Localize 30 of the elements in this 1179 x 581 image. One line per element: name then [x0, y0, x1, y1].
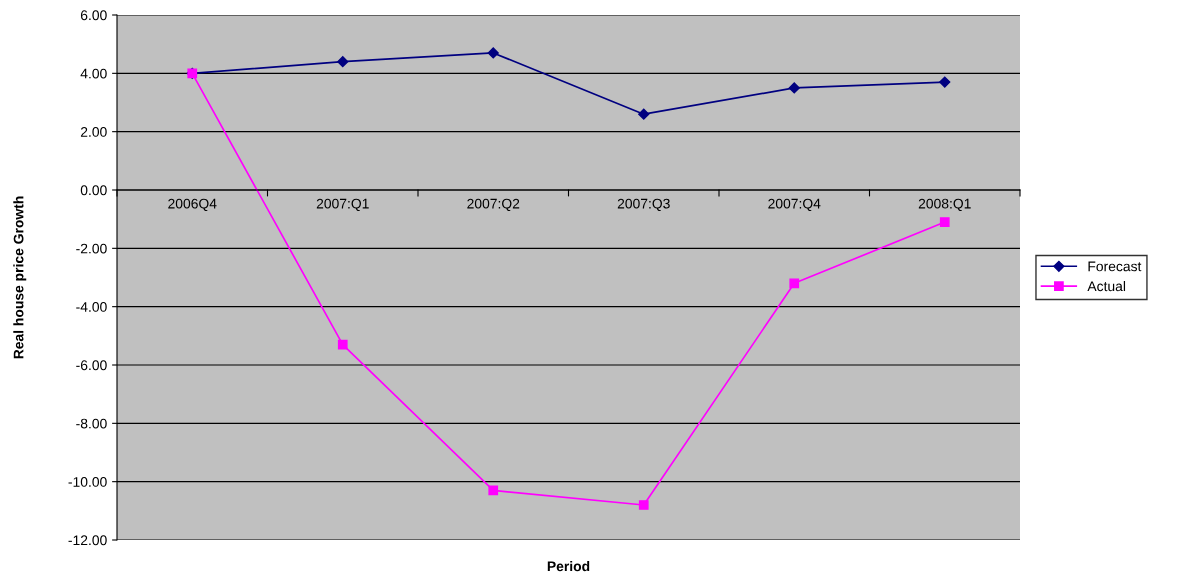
x-tick-label: 2007:Q2	[467, 198, 520, 212]
x-tick-label: 2007:Q4	[768, 198, 821, 212]
point	[638, 500, 649, 510]
x-tick-label: 2008:Q1	[918, 198, 971, 212]
x-tick-label: 2006Q4	[168, 198, 217, 212]
point	[488, 485, 499, 496]
y-tick-label: 6.00	[80, 10, 107, 21]
point	[939, 76, 951, 88]
y-tick-label: -4.00	[76, 302, 107, 312]
point	[337, 339, 348, 350]
legend-label: Forecast	[1088, 261, 1142, 272]
y-tick-label: -10.00	[68, 477, 107, 487]
point	[939, 217, 950, 227]
x-tick-label: 2007:Q3	[617, 198, 670, 212]
y-tick-label: 4.00	[80, 68, 107, 79]
y-axis-title: Real house price Growth	[13, 196, 27, 359]
point	[487, 47, 499, 59]
x-tick-label: 2007:Q1	[316, 198, 369, 212]
y-tick-label: -2.00	[76, 243, 107, 254]
y-tick-label: -6.00	[76, 360, 107, 371]
point	[788, 82, 800, 94]
y-tick-label: -12.00	[68, 535, 107, 546]
point	[789, 278, 800, 289]
legend-label: Actual	[1087, 280, 1126, 292]
y-tick-label: -8.00	[76, 418, 107, 429]
x-axis-title: Period	[547, 561, 590, 572]
y-tick-label: 2.00	[80, 127, 107, 137]
point	[337, 56, 349, 68]
y-tick-label: 0.00	[80, 185, 107, 196]
point	[638, 108, 650, 120]
